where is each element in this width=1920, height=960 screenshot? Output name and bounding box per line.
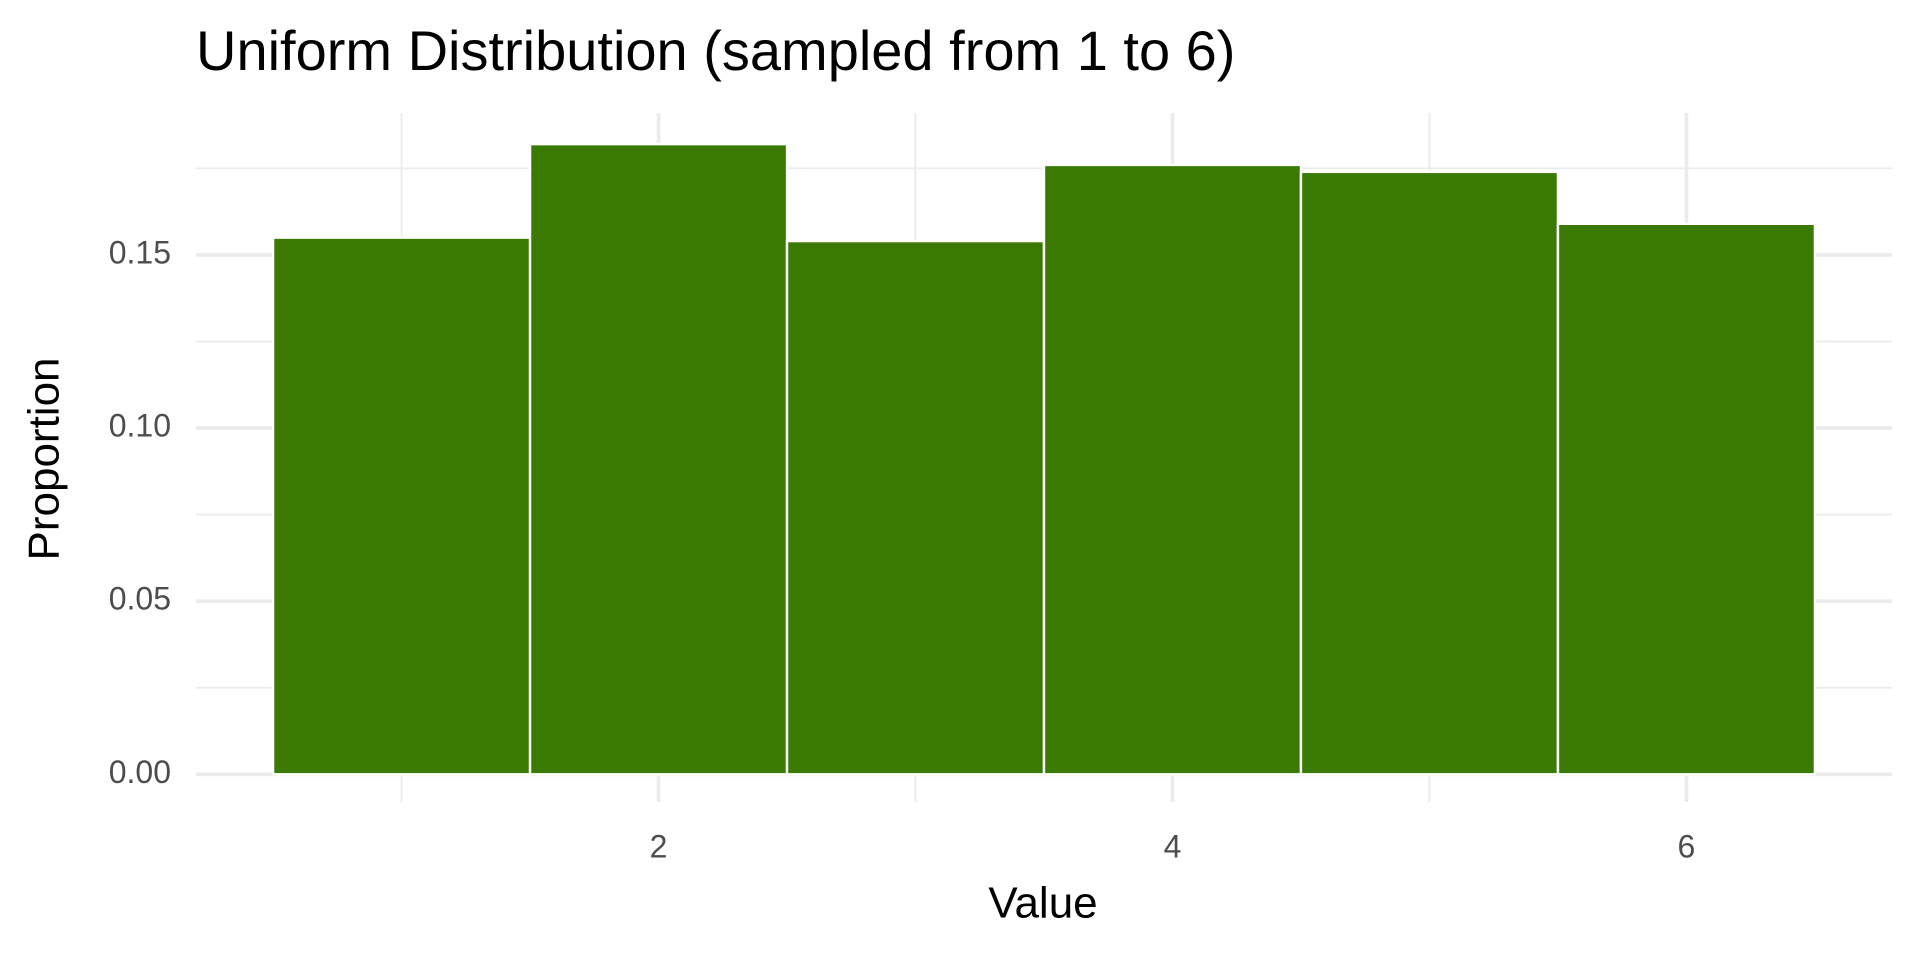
- x-axis-title: Value: [988, 879, 1097, 928]
- y-tick-label: 0.15: [109, 234, 171, 270]
- chart-title: Uniform Distribution (sampled from 1 to …: [196, 19, 1235, 82]
- y-tick-label: 0.00: [109, 754, 171, 790]
- bar: [1042, 163, 1303, 776]
- x-tick-label: 4: [1164, 828, 1182, 864]
- x-tick-label: 6: [1678, 828, 1696, 864]
- y-axis-title: Proportion: [20, 357, 69, 560]
- bar: [1556, 222, 1817, 776]
- y-tick-label: 0.10: [109, 408, 171, 444]
- bar: [1299, 170, 1560, 776]
- bar: [785, 239, 1046, 776]
- y-tick-label: 0.05: [109, 581, 171, 617]
- x-tick-label: 2: [650, 828, 668, 864]
- bar: [528, 142, 789, 776]
- bar: [271, 236, 532, 776]
